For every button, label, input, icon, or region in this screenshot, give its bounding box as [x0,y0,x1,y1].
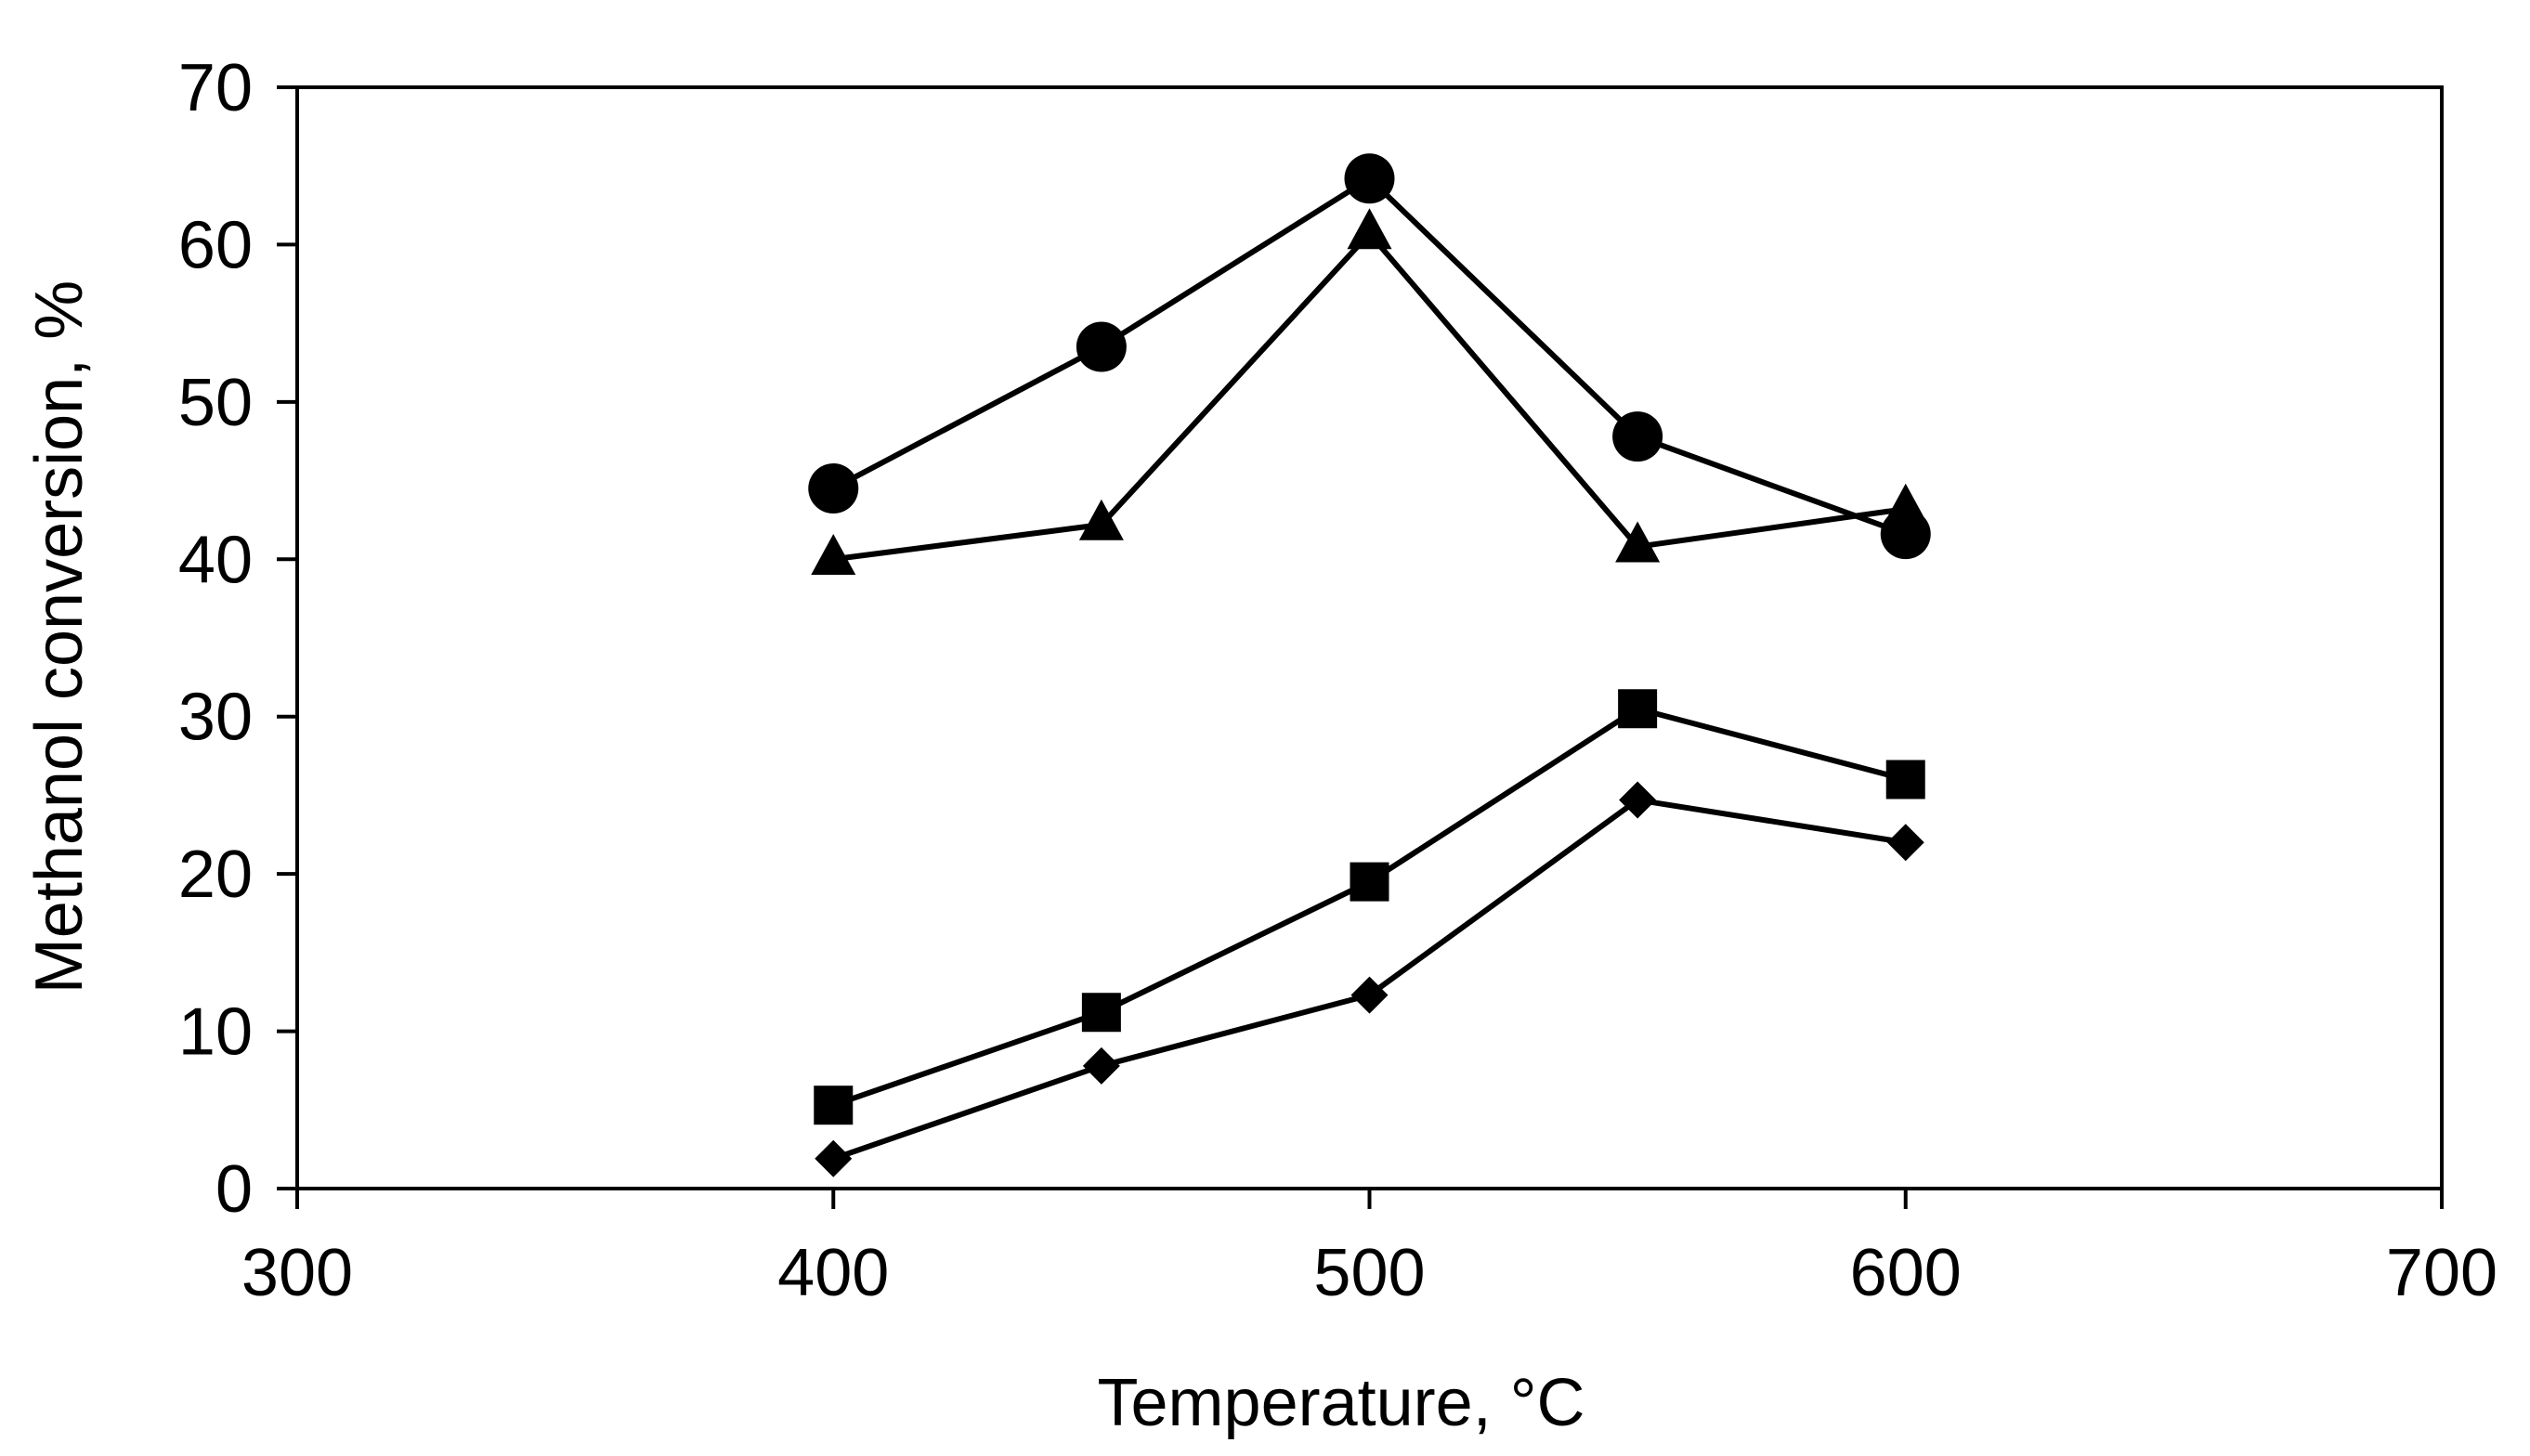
y-tick-label: 20 [178,838,253,912]
square-marker [1081,993,1121,1033]
series-diamond [815,781,1924,1177]
circle-marker [808,463,859,514]
triangle-marker [1615,521,1661,563]
square-marker [814,1086,854,1125]
y-tick-label: 0 [215,1152,253,1227]
x-axis-title: Temperature, °C [1098,1366,1585,1440]
y-tick-label: 70 [178,51,253,125]
x-tick-label: 700 [2386,1236,2497,1310]
diamond-marker [1350,976,1389,1014]
x-tick-label: 600 [1850,1236,1962,1310]
triangle-marker [1078,499,1124,540]
x-tick-label: 500 [1313,1236,1425,1310]
series-triangle [811,208,1928,576]
diamond-marker [815,1139,853,1177]
square-marker [1618,689,1658,729]
y-axis-title: Methanol conversion, % [22,280,97,994]
labels-layer: 300 400 500 600 700 0 10 20 30 40 50 60 70 [178,51,2497,1310]
axes-layer [277,85,2444,1209]
y-tick-label: 60 [178,208,253,282]
y-tick-label: 30 [178,681,253,755]
square-marker [1885,760,1925,800]
diamond-marker [1082,1046,1120,1085]
square-marker [1350,862,1389,902]
y-tick-label: 10 [178,995,253,1070]
diamond-marker [1619,781,1657,819]
series-layer [808,153,1931,1177]
triangle-marker [1883,483,1928,525]
x-tick-label: 400 [777,1236,889,1310]
circle-marker [1344,153,1395,204]
x-tick-label: 300 [241,1236,353,1310]
diamond-marker [1886,824,1924,862]
y-tick-label: 40 [178,523,253,597]
y-tick-label: 50 [178,366,253,440]
series-square [814,689,1925,1125]
circle-marker [1612,411,1663,462]
triangle-marker [811,534,856,576]
triangle-marker [1347,208,1392,250]
circle-marker [1076,321,1127,372]
